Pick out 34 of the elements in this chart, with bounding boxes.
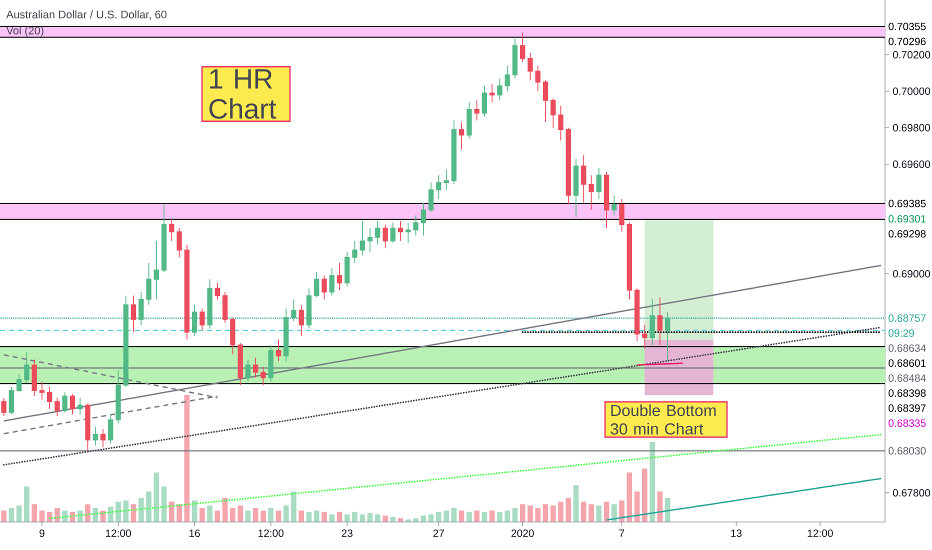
y-tick-label: 0.70200	[892, 51, 930, 58]
text: 0.68634	[888, 344, 926, 352]
annotation: Double Bottom 30 min Chart	[610, 404, 716, 435]
text: 0.69301	[888, 215, 926, 223]
ref-line-label: 0.68601	[888, 359, 926, 367]
ref-line-label: 0.68030	[888, 447, 926, 455]
ref-line-label: 0.70296	[888, 38, 926, 46]
band-label: 0.68397	[888, 404, 926, 412]
ref-line-label: 0.70355	[888, 22, 926, 30]
x-tick-label: 9	[40, 530, 44, 537]
ref-line-label: 0.69385	[888, 200, 926, 208]
x-tick-label: 23	[342, 530, 353, 537]
ref-line-label: 0.69298	[888, 230, 926, 238]
annotation: 1 HR Chart	[209, 69, 276, 119]
y-tick-label: 0.69800	[892, 124, 930, 132]
y-tick-label: 0.69600	[892, 160, 930, 168]
x-tick-label: 12:00	[258, 530, 284, 537]
x-tick-label: 13	[731, 530, 742, 537]
x-tick-label: 12:00	[808, 530, 833, 537]
text: 09:29	[888, 329, 914, 337]
x-tick-label: 12:00	[106, 530, 131, 537]
y-tick-label: 0.67800	[892, 489, 930, 497]
x-tick-label: 27	[433, 530, 444, 537]
y-tick-label: 0.69000	[892, 270, 930, 278]
x-tick-label: 7	[619, 530, 624, 537]
x-tick-label: 16	[190, 530, 200, 537]
chart-title: Vol (20)	[6, 26, 44, 37]
text: 0.68335	[888, 419, 926, 427]
x-tick-label: 2020	[511, 530, 534, 537]
ref-line-label: 0.68757	[888, 314, 926, 322]
ref-line-label: 0.68398	[888, 389, 926, 397]
ref-line-label: 0.68484	[888, 374, 926, 382]
text: Australian Dollar / U.S. Dollar, 60	[6, 10, 167, 20]
y-tick-label: 0.70000	[892, 88, 930, 95]
